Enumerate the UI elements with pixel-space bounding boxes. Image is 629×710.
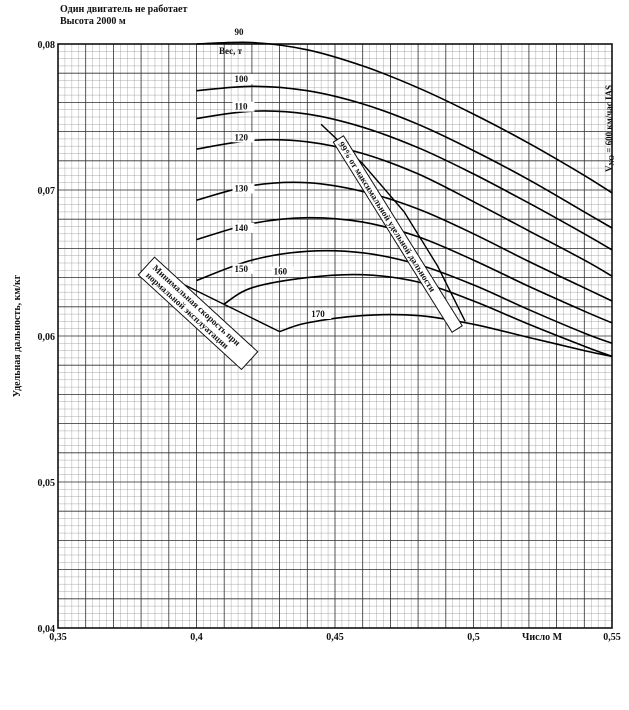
series-label-bg bbox=[232, 132, 255, 143]
min-speed-line-2: нормальной эксплуатации bbox=[144, 270, 231, 351]
vno-sub: NO bbox=[608, 154, 616, 165]
header-line-1: Один двигатель не работает bbox=[60, 4, 188, 15]
series-label-bg bbox=[232, 222, 255, 233]
series-line-140 bbox=[196, 216, 613, 324]
series-label-110: 110 bbox=[235, 102, 249, 112]
series-label-bg bbox=[309, 309, 332, 320]
min-speed-label: Минимальная скорость при нормальной эксп… bbox=[137, 256, 259, 371]
series-line-110 bbox=[196, 110, 613, 251]
x-axis-label: Число М bbox=[522, 632, 563, 643]
series-label-150: 150 bbox=[235, 264, 249, 274]
series-line-160 bbox=[223, 273, 613, 358]
series-line-100 bbox=[196, 85, 613, 229]
series-label-140: 140 bbox=[235, 223, 249, 233]
y-tick-label: 0,05 bbox=[38, 478, 56, 489]
tick-labels: 0,35 0,4 0,45 0,5 0,55 0,04 0,05 0,06 0,07 0,08 bbox=[38, 40, 621, 643]
series-label-bg bbox=[271, 266, 294, 277]
y-axis-label: Удельная дальность, км/кг bbox=[12, 274, 23, 397]
series-label-130: 130 bbox=[235, 183, 249, 193]
x-tick-label: 0,4 bbox=[190, 632, 203, 643]
series-label-bg bbox=[232, 263, 255, 274]
x-tick-label: 0,45 bbox=[326, 632, 344, 643]
weight-legend-title: Вес, т bbox=[219, 46, 243, 56]
x-tick-label: 0,35 bbox=[49, 632, 67, 643]
series-label-160: 160 bbox=[274, 267, 288, 277]
x-tick-label: 0,5 bbox=[467, 632, 480, 643]
vno-rest: = 600 км/час IAS bbox=[604, 85, 614, 155]
series-label-bg bbox=[232, 183, 255, 194]
y-tick-label: 0,07 bbox=[38, 186, 56, 197]
series-line-90 bbox=[196, 41, 613, 194]
series-labels: 90 100 110 120 130 140 150 160 170 bbox=[232, 27, 332, 320]
x-tick-label: 0,55 bbox=[603, 632, 621, 643]
y-tick-label: 0,08 bbox=[38, 40, 56, 51]
y-tick-label: 0,04 bbox=[38, 624, 56, 635]
y-tick-label: 0,06 bbox=[38, 332, 56, 343]
series-label-bg bbox=[232, 27, 255, 38]
series-label-100: 100 bbox=[235, 74, 249, 84]
series-label-bg bbox=[232, 101, 255, 112]
series-label-120: 120 bbox=[235, 132, 249, 142]
vno-annotation: VNO = 600 км/час IAS bbox=[604, 85, 616, 172]
boundary-lines bbox=[157, 123, 466, 333]
min-speed-label-text: Минимальная скорость при нормальной эксп… bbox=[144, 263, 244, 357]
vno-v: V bbox=[604, 165, 614, 172]
grid-major bbox=[57, 43, 613, 629]
series-label-90: 90 bbox=[235, 27, 245, 37]
chart-header: Один двигатель не работает Высота 2000 м bbox=[60, 4, 187, 28]
header-line-2: Высота 2000 м bbox=[60, 16, 126, 27]
series-label-170: 170 bbox=[311, 309, 325, 319]
series-line-120 bbox=[196, 138, 613, 277]
plot-frame bbox=[57, 43, 613, 629]
series-line-130 bbox=[196, 181, 613, 302]
max-range-label-text: 99% от максимальной удельной дальности bbox=[336, 140, 437, 294]
series-label-bg bbox=[232, 73, 255, 84]
